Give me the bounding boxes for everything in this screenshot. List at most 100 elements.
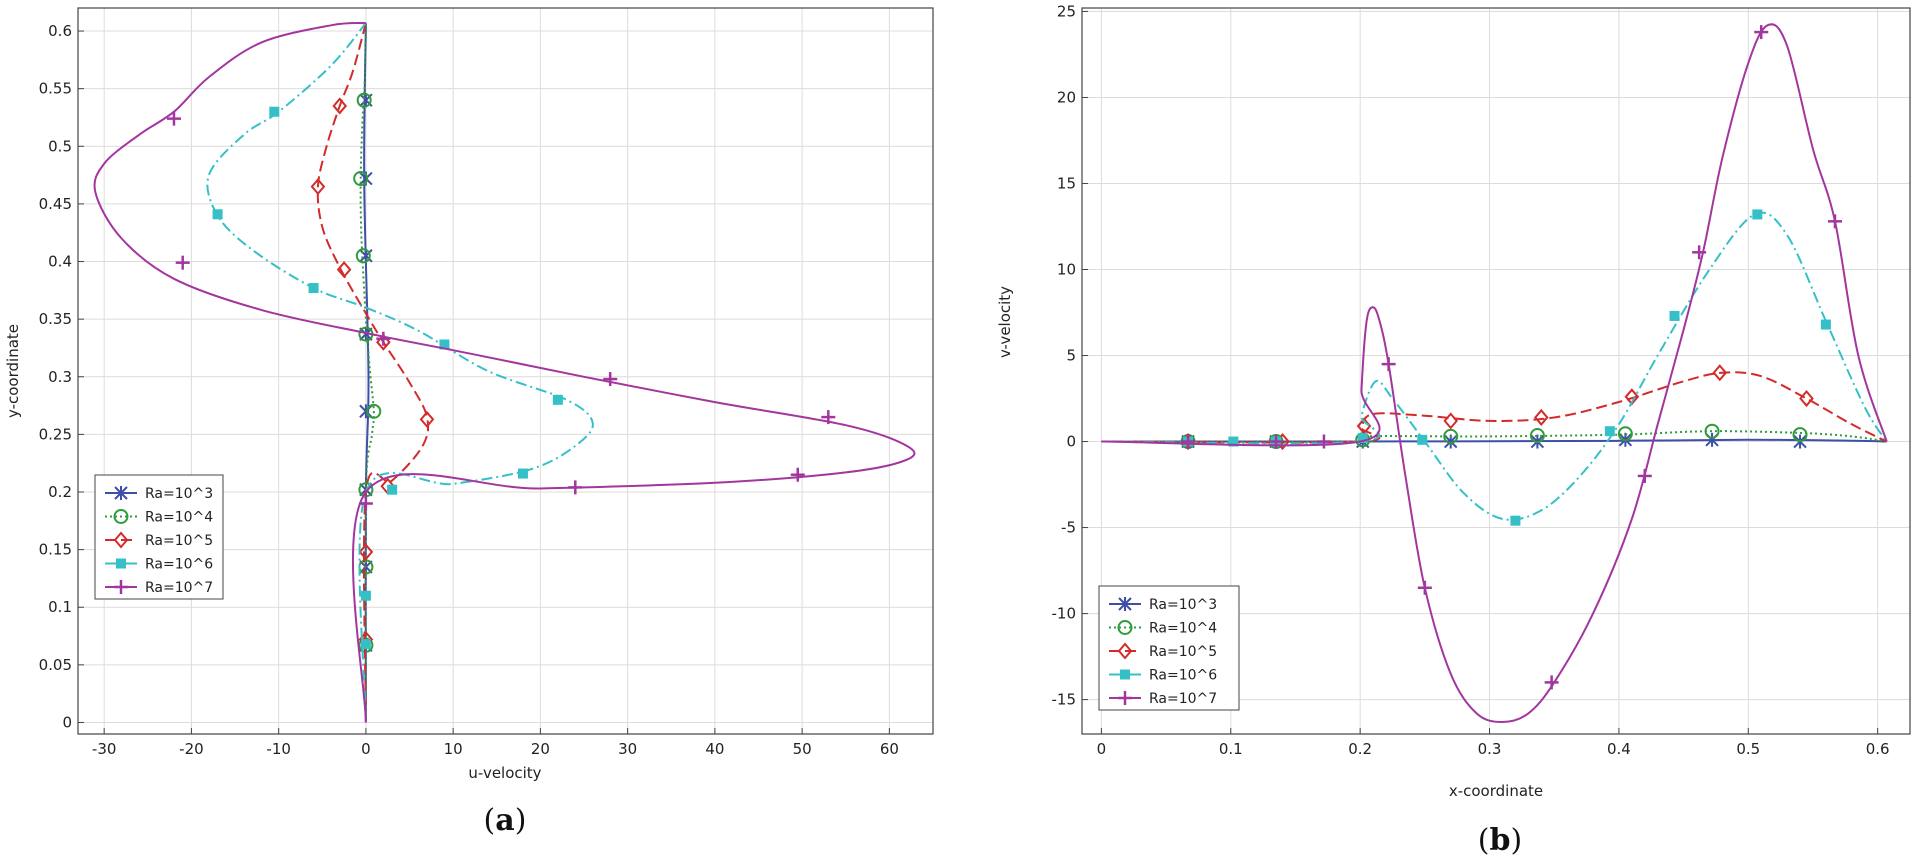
data-point-ra6 xyxy=(360,590,371,601)
x-tick-label: -10 xyxy=(266,740,291,758)
x-tick-labels-a: -30 -20 -10 0 10 20 30 40 50 60 xyxy=(92,740,899,758)
gridlines-a xyxy=(78,8,933,734)
data-point-ra5 xyxy=(1443,412,1459,430)
x-tick-label: 0 xyxy=(1097,740,1107,758)
data-point-ra5 xyxy=(1712,364,1728,382)
legend-entry-ra6: Ra=10^6 xyxy=(1109,668,1217,684)
x-tick-label: 0 xyxy=(361,740,371,758)
data-point-ra4 xyxy=(355,248,371,264)
data-point-ra7 xyxy=(1637,468,1652,483)
legend-label: Ra=10^7 xyxy=(145,580,213,596)
x-tick-label: 20 xyxy=(531,740,550,758)
data-point-ra7 xyxy=(376,331,391,346)
legend-marker-ra5 xyxy=(1117,642,1133,660)
legend-label: Ra=10^6 xyxy=(1149,668,1217,684)
data-point-ra6 xyxy=(1357,433,1368,444)
legend-b: Ra=10^3 Ra=10^4 Ra=10^5 Ra=10^6 Ra=10^7 xyxy=(1098,585,1240,711)
legend-label: Ra=10^3 xyxy=(1149,597,1217,613)
data-point-ra4 xyxy=(1792,427,1808,443)
data-point-ra6 xyxy=(360,639,371,650)
data-point-ra6 xyxy=(1510,515,1521,526)
legend-a: Ra=10^3 Ra=10^4 Ra=10^5 Ra=10^6 Ra=10^7 xyxy=(94,474,224,600)
y-tick-label: 0.1 xyxy=(48,598,72,616)
series-layer-a xyxy=(93,22,916,723)
y-tick-label: 0.2 xyxy=(48,483,72,501)
legend-entry-ra6: Ra=10^6 xyxy=(105,557,213,573)
data-point-ra7 xyxy=(1316,434,1331,449)
legend-label: Ra=10^4 xyxy=(1149,621,1217,637)
x-tick-label: 0.4 xyxy=(1607,740,1631,758)
y-tick-label: 0.05 xyxy=(39,656,72,674)
legend-marker-ra4 xyxy=(113,509,129,524)
legend-label: Ra=10^3 xyxy=(145,486,213,502)
legend-label: Ra=10^4 xyxy=(145,510,213,526)
data-point-ra4 xyxy=(353,171,369,187)
panel-label-b-open: ( xyxy=(1478,823,1490,858)
data-point-ra6 xyxy=(212,209,223,220)
y-tick-label: -10 xyxy=(1052,605,1077,623)
data-point-ra7 xyxy=(1754,25,1769,40)
data-point-ra7 xyxy=(166,111,181,126)
y-tick-labels-a: 0 0.05 0.1 0.15 0.2 0.25 0.3 0.35 0.4 0.45 0.5 0.55… xyxy=(39,22,72,731)
x-tick-label: 50 xyxy=(793,740,812,758)
panel-label-a: (a) xyxy=(484,803,527,838)
legend-label: Ra=10^5 xyxy=(145,533,213,549)
y-tick-label: 15 xyxy=(1057,174,1076,192)
data-point-ra6 xyxy=(387,484,398,495)
legend-entry-ra3: Ra=10^3 xyxy=(105,486,213,502)
y-tick-label: -5 xyxy=(1061,519,1076,537)
data-point-ra7 xyxy=(821,410,836,425)
data-point-ra7 xyxy=(358,496,373,511)
legend-entry-ra7: Ra=10^7 xyxy=(105,580,213,596)
data-point-ra5 xyxy=(332,97,348,115)
data-point-ra4 xyxy=(1704,423,1720,439)
legend-label: Ra=10^6 xyxy=(145,557,213,573)
data-point-ra6 xyxy=(1820,319,1831,330)
x-tick-label: 0.5 xyxy=(1736,740,1760,758)
data-point-ra4 xyxy=(366,403,382,419)
data-point-ra6 xyxy=(1228,436,1239,447)
x-axis-label-b: x-coordinate xyxy=(1449,782,1543,800)
data-point-ra6 xyxy=(552,394,563,405)
x-tick-label: 10 xyxy=(444,740,463,758)
data-point-ra7 xyxy=(1381,357,1396,372)
x-tick-labels-b: 0 0.1 0.2 0.3 0.4 0.5 0.6 xyxy=(1097,740,1890,758)
data-point-ra7 xyxy=(1827,214,1842,229)
series-ra7 xyxy=(1101,23,1888,724)
y-tick-label: 0 xyxy=(1066,433,1076,451)
plot-frame-a xyxy=(77,7,934,735)
legend-entry-ra5: Ra=10^5 xyxy=(1109,642,1217,660)
series-ra7 xyxy=(93,22,916,723)
legend-marker-ra4 xyxy=(1117,620,1133,635)
y-tick-label: -15 xyxy=(1052,691,1077,709)
data-point-ra6 xyxy=(1417,434,1428,445)
panel-label-b-letter: b xyxy=(1490,823,1511,858)
data-point-ra5 xyxy=(419,410,435,428)
data-point-ra6 xyxy=(269,106,280,117)
series-line-ra6 xyxy=(1101,211,1888,521)
data-point-ra5 xyxy=(1799,389,1814,408)
panel-label-b-close: ) xyxy=(1510,823,1522,858)
data-point-ra7 xyxy=(175,255,190,270)
y-axis-label-a: y-coordinate xyxy=(4,324,22,418)
series-ra6 xyxy=(206,22,594,723)
data-point-ra7 xyxy=(1269,434,1284,449)
data-point-ra7 xyxy=(1417,580,1432,595)
data-point-ra4 xyxy=(356,92,372,108)
series-layer-b xyxy=(1101,23,1888,724)
data-point-ra7 xyxy=(1692,245,1707,260)
legend-marker-ra6 xyxy=(1120,669,1130,680)
data-point-ra6 xyxy=(1752,209,1763,220)
y-tick-label: 0.45 xyxy=(39,195,72,213)
data-point-ra7 xyxy=(603,372,618,387)
x-tick-label: 40 xyxy=(705,740,724,758)
y-tick-label: 0.6 xyxy=(48,22,72,40)
data-point-ra4 xyxy=(1529,428,1545,444)
series-line-ra7 xyxy=(93,22,916,723)
y-tick-labels-b: -15 -10 -5 0 5 10 15 20 25 xyxy=(1052,2,1077,708)
x-tick-label: 0.3 xyxy=(1478,740,1502,758)
y-tick-label: 0.35 xyxy=(39,310,72,328)
legend-marker-ra3 xyxy=(1118,597,1132,611)
x-axis-label-a: u-velocity xyxy=(468,764,541,782)
